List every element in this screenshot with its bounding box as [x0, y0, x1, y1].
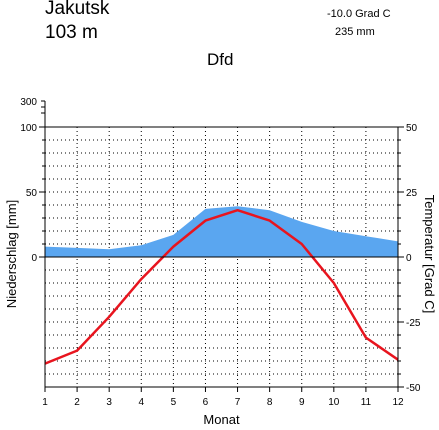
climate-class: Dfd	[207, 50, 234, 69]
right-tick-label: -50	[406, 383, 421, 394]
x-tick-label: 11	[361, 397, 372, 408]
left-tick-label: 0	[31, 253, 37, 264]
x-tick-label: 6	[203, 397, 209, 408]
x-tick-label: 3	[106, 397, 112, 408]
x-tick-label: 8	[267, 397, 273, 408]
station-name: Jakutsk	[45, 0, 110, 19]
right-tick-label: 25	[406, 188, 418, 199]
x-tick-label: 5	[171, 397, 177, 408]
precipitation-area	[45, 206, 398, 257]
left-tick-label: 100	[20, 123, 37, 134]
temperature-line	[44, 208, 399, 365]
station-elevation: 103 m	[45, 22, 98, 43]
left-tick-label: 50	[26, 188, 38, 199]
x-tick-label: 7	[235, 397, 241, 408]
right-tick-label: 0	[406, 253, 412, 264]
right-tick-label: 50	[406, 123, 418, 134]
right-tick-label: -25	[406, 318, 421, 329]
left-tick-label: 300	[20, 97, 37, 108]
x-tick-label: 10	[328, 397, 340, 408]
mean-temperature: -10.0 Grad C	[327, 8, 391, 20]
x-tick-label: 9	[299, 397, 305, 408]
x-tick-label: 2	[74, 397, 80, 408]
annual-precipitation: 235 mm	[335, 26, 375, 38]
x-axis-label: Monat	[203, 412, 240, 427]
grid-lines	[45, 127, 398, 387]
left-axis-label: Niederschlag [mm]	[4, 200, 19, 308]
right-axis-label: Temperatur [Grad C]	[422, 195, 437, 314]
x-tick-label: 12	[392, 397, 404, 408]
x-tick-label: 4	[138, 397, 144, 408]
x-tick-label: 1	[42, 397, 48, 408]
